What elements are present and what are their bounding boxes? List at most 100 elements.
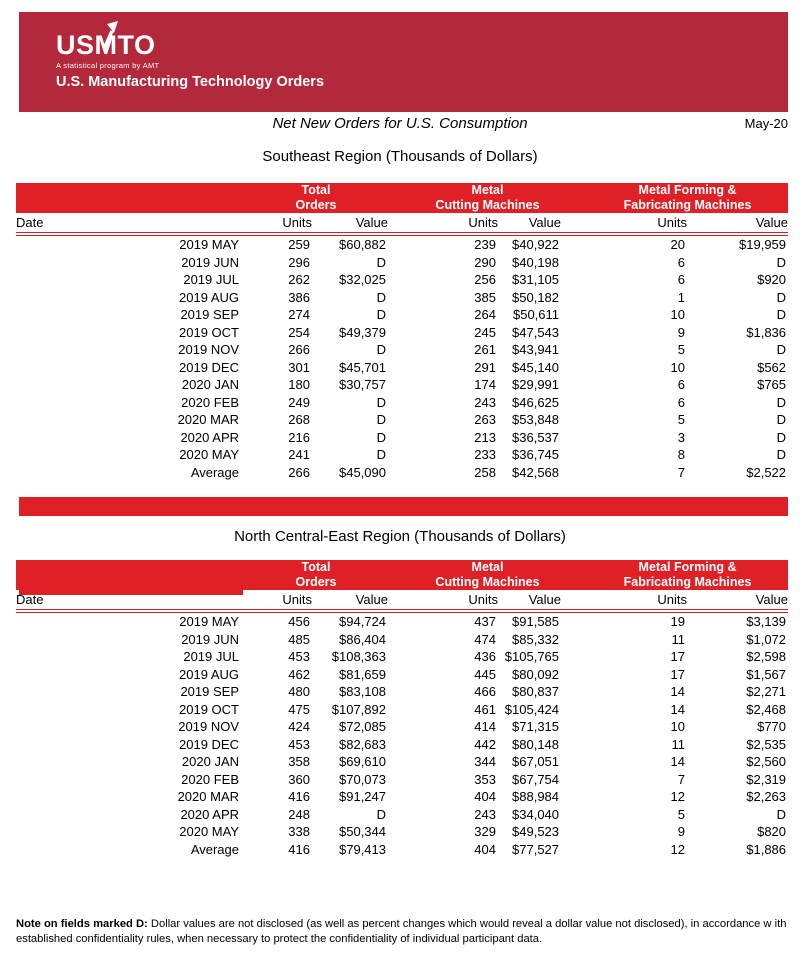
table-row: Average 416 $79,413 404 $77,527 12 $1,886 bbox=[16, 841, 788, 859]
data-cell: $53,848 bbox=[512, 412, 560, 427]
table-row: 2020 APR 216 D 213 $36,537 3 D bbox=[16, 429, 788, 447]
data-cell: 239 bbox=[474, 237, 496, 252]
data-cell: 14 bbox=[670, 684, 686, 699]
value-column-header: Value bbox=[498, 213, 562, 236]
table-row: 2020 FEB 360 $70,073 353 $67,754 7 $2,319 bbox=[16, 771, 788, 789]
date-cell: 2020 JAN bbox=[181, 377, 239, 392]
group-metal-forming: Metal Forming & Fabricating Machines bbox=[561, 560, 789, 590]
data-cell: $920 bbox=[757, 272, 787, 287]
separator-band bbox=[19, 497, 788, 516]
data-cell: 249 bbox=[288, 394, 310, 410]
table-row: 2019 OCT 475 $107,892 461 $105,424 14 $2,468 bbox=[16, 701, 788, 719]
data-cell: 424 bbox=[288, 719, 310, 734]
data-cell: 385 bbox=[474, 289, 496, 305]
data-cell: 436 bbox=[474, 649, 496, 664]
data-cell: 243 bbox=[474, 394, 496, 410]
value-column-header: Value bbox=[312, 590, 388, 613]
table-row: 2020 MAY 338 $50,344 329 $49,523 9 $820 bbox=[16, 823, 788, 841]
table-row: 2019 JUL 262 $32,025 256 $31,105 6 $920 bbox=[16, 271, 788, 289]
data-cell: $2,271 bbox=[746, 684, 787, 699]
table-row: 2020 MAR 268 D 263 $53,848 5 D bbox=[16, 411, 788, 429]
data-cell: D bbox=[776, 254, 787, 270]
data-cell: $49,379 bbox=[339, 324, 386, 340]
data-cell: $36,745 bbox=[512, 447, 560, 462]
note-text-line1: Dollar values are not disclosed (as well… bbox=[147, 918, 787, 930]
usmto-logo: USMTO A statistical program by AMT bbox=[56, 21, 160, 70]
data-cell: $2,263 bbox=[746, 789, 787, 804]
data-cell: D bbox=[376, 806, 386, 822]
data-cell: D bbox=[776, 394, 787, 410]
table-row: 2019 JUN 485 $86,404 474 $85,332 11 $1,072 bbox=[16, 631, 788, 649]
table-row: 2019 NOV 266 D 261 $43,941 5 D bbox=[16, 341, 788, 359]
data-cell: 14 bbox=[670, 754, 686, 769]
data-cell: 344 bbox=[474, 754, 496, 769]
data-cell: 19 bbox=[670, 614, 686, 629]
date-cell: 2020 FEB bbox=[181, 771, 239, 787]
data-cell: 262 bbox=[288, 272, 310, 287]
date-cell: 2020 FEB bbox=[181, 394, 239, 410]
data-cell: $2,535 bbox=[746, 736, 787, 752]
data-cell: $40,198 bbox=[512, 254, 560, 270]
data-cell: D bbox=[776, 342, 787, 357]
data-cell: 268 bbox=[288, 412, 310, 427]
data-cell: $1,836 bbox=[746, 324, 787, 340]
data-cell: 245 bbox=[474, 324, 496, 340]
table-row: 2019 MAY 259 $60,882 239 $40,922 20 $19,959 bbox=[16, 234, 788, 254]
data-cell: 437 bbox=[474, 614, 496, 629]
date-cell: 2019 MAY bbox=[179, 614, 239, 629]
data-cell: $108,363 bbox=[331, 649, 386, 664]
data-cell: 291 bbox=[474, 359, 496, 375]
data-cell: 9 bbox=[677, 824, 686, 839]
data-cell: D bbox=[376, 412, 386, 427]
note-label: Note on fields marked D: bbox=[16, 918, 148, 930]
data-cell: $81,659 bbox=[339, 666, 386, 682]
data-cell: $1,567 bbox=[746, 666, 787, 682]
data-cell: 296 bbox=[288, 254, 310, 270]
data-cell: D bbox=[376, 254, 386, 270]
data-cell: $72,085 bbox=[339, 719, 386, 734]
logo-tagline: A statistical program by AMT bbox=[56, 61, 160, 70]
data-cell: $91,247 bbox=[339, 789, 386, 804]
report-period: May-20 bbox=[744, 116, 788, 131]
data-cell: 11 bbox=[671, 631, 686, 647]
data-cell: 233 bbox=[474, 447, 496, 462]
date-cell: 2020 APR bbox=[180, 429, 239, 445]
date-header-red-strip bbox=[19, 590, 243, 595]
units-column-header: Units bbox=[561, 590, 688, 613]
data-cell: 442 bbox=[474, 736, 496, 752]
date-cell: 2019 NOV bbox=[178, 342, 239, 357]
column-header-row: Date Units Value Units Value Units Value bbox=[16, 590, 789, 613]
data-cell: 258 bbox=[474, 464, 496, 480]
data-cell: 9 bbox=[677, 324, 686, 340]
units-column-header: Units bbox=[244, 213, 312, 236]
table-row: 2019 AUG 386 D 385 $50,182 1 D bbox=[16, 289, 788, 307]
table-row: 2020 APR 248 D 243 $34,040 5 D bbox=[16, 806, 788, 824]
data-cell: 261 bbox=[474, 342, 496, 357]
data-cell: $2,468 bbox=[746, 701, 787, 717]
data-cell: 256 bbox=[474, 272, 496, 287]
data-cell: 1 bbox=[677, 289, 686, 305]
date-cell: 2019 JUL bbox=[183, 272, 239, 287]
data-cell: 12 bbox=[670, 789, 686, 804]
date-cell: 2019 OCT bbox=[179, 701, 239, 717]
data-cell: $32,025 bbox=[339, 272, 386, 287]
data-cell: $85,332 bbox=[512, 631, 560, 647]
data-cell: 3 bbox=[677, 429, 686, 445]
units-column-header: Units bbox=[561, 213, 688, 236]
table-row: 2019 OCT 254 $49,379 245 $47,543 9 $1,836 bbox=[16, 324, 788, 342]
table-row: 2020 JAN 358 $69,610 344 $67,051 14 $2,560 bbox=[16, 753, 788, 771]
data-cell: 180 bbox=[288, 377, 310, 392]
data-cell: $71,315 bbox=[512, 719, 560, 734]
data-cell: 475 bbox=[288, 701, 310, 717]
data-cell: 462 bbox=[288, 666, 310, 682]
data-cell: $107,892 bbox=[331, 701, 386, 717]
date-column-header: Date bbox=[16, 213, 244, 236]
data-cell: 10 bbox=[670, 719, 686, 734]
data-cell: 6 bbox=[677, 272, 686, 287]
data-cell: 12 bbox=[670, 841, 686, 857]
data-cell: 259 bbox=[288, 237, 310, 252]
data-cell: $30,757 bbox=[339, 377, 386, 392]
date-cell: 2019 JUN bbox=[181, 254, 239, 270]
data-cell: 416 bbox=[288, 789, 310, 804]
data-cell: 301 bbox=[288, 359, 310, 375]
